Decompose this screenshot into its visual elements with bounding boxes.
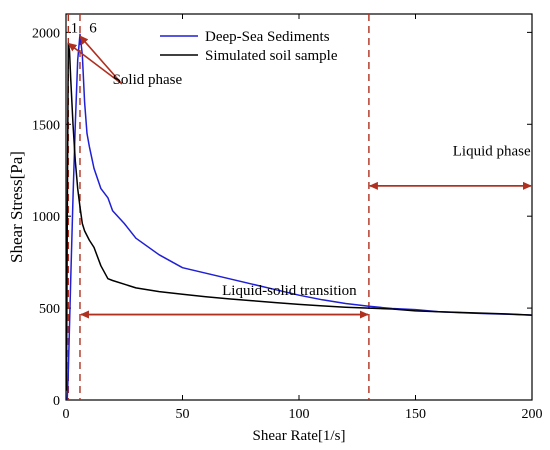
- legend: Deep-Sea Sediments Simulated soil sample: [160, 29, 338, 64]
- annotation-label: Liquid-solid transition: [222, 283, 357, 299]
- x-tick-label: 150: [405, 407, 426, 422]
- range-arrows: [67, 35, 532, 319]
- x-tick-label: 50: [176, 407, 190, 422]
- y-tick-label: 0: [53, 394, 60, 409]
- series-line-deep-sea: [66, 33, 533, 401]
- pointer-arrow: [67, 42, 123, 85]
- annotation-label: 6: [89, 20, 97, 36]
- annotation-label: Solid phase: [113, 72, 183, 88]
- series-line-simulated: [65, 42, 533, 391]
- x-axis: 0 50 100 150 200: [63, 14, 543, 422]
- pointer-arrow: [79, 35, 123, 85]
- annotation-label: Liquid phase: [453, 144, 531, 160]
- y-tick-label: 1500: [32, 118, 60, 133]
- x-tick-label: 200: [522, 407, 543, 422]
- legend-label-deep-sea: Deep-Sea Sediments: [205, 29, 330, 45]
- y-axis-label: Shear Stress[Pa]: [7, 151, 26, 263]
- legend-label-simulated: Simulated soil sample: [205, 48, 338, 64]
- annotation-label: 1: [71, 20, 79, 36]
- annotations: 1 6 Solid phase Liquid-solid transition Liqu…: [71, 20, 531, 299]
- x-tick-label: 100: [289, 407, 310, 422]
- data-series: [65, 33, 533, 401]
- x-tick-label: 0: [63, 407, 70, 422]
- y-axis: 0 500 1000 1500 2000: [32, 26, 532, 409]
- x-axis-label: Shear Rate[1/s]: [253, 428, 346, 444]
- y-tick-label: 1000: [32, 210, 60, 225]
- y-tick-label: 500: [39, 302, 60, 317]
- y-tick-label: 2000: [32, 26, 60, 41]
